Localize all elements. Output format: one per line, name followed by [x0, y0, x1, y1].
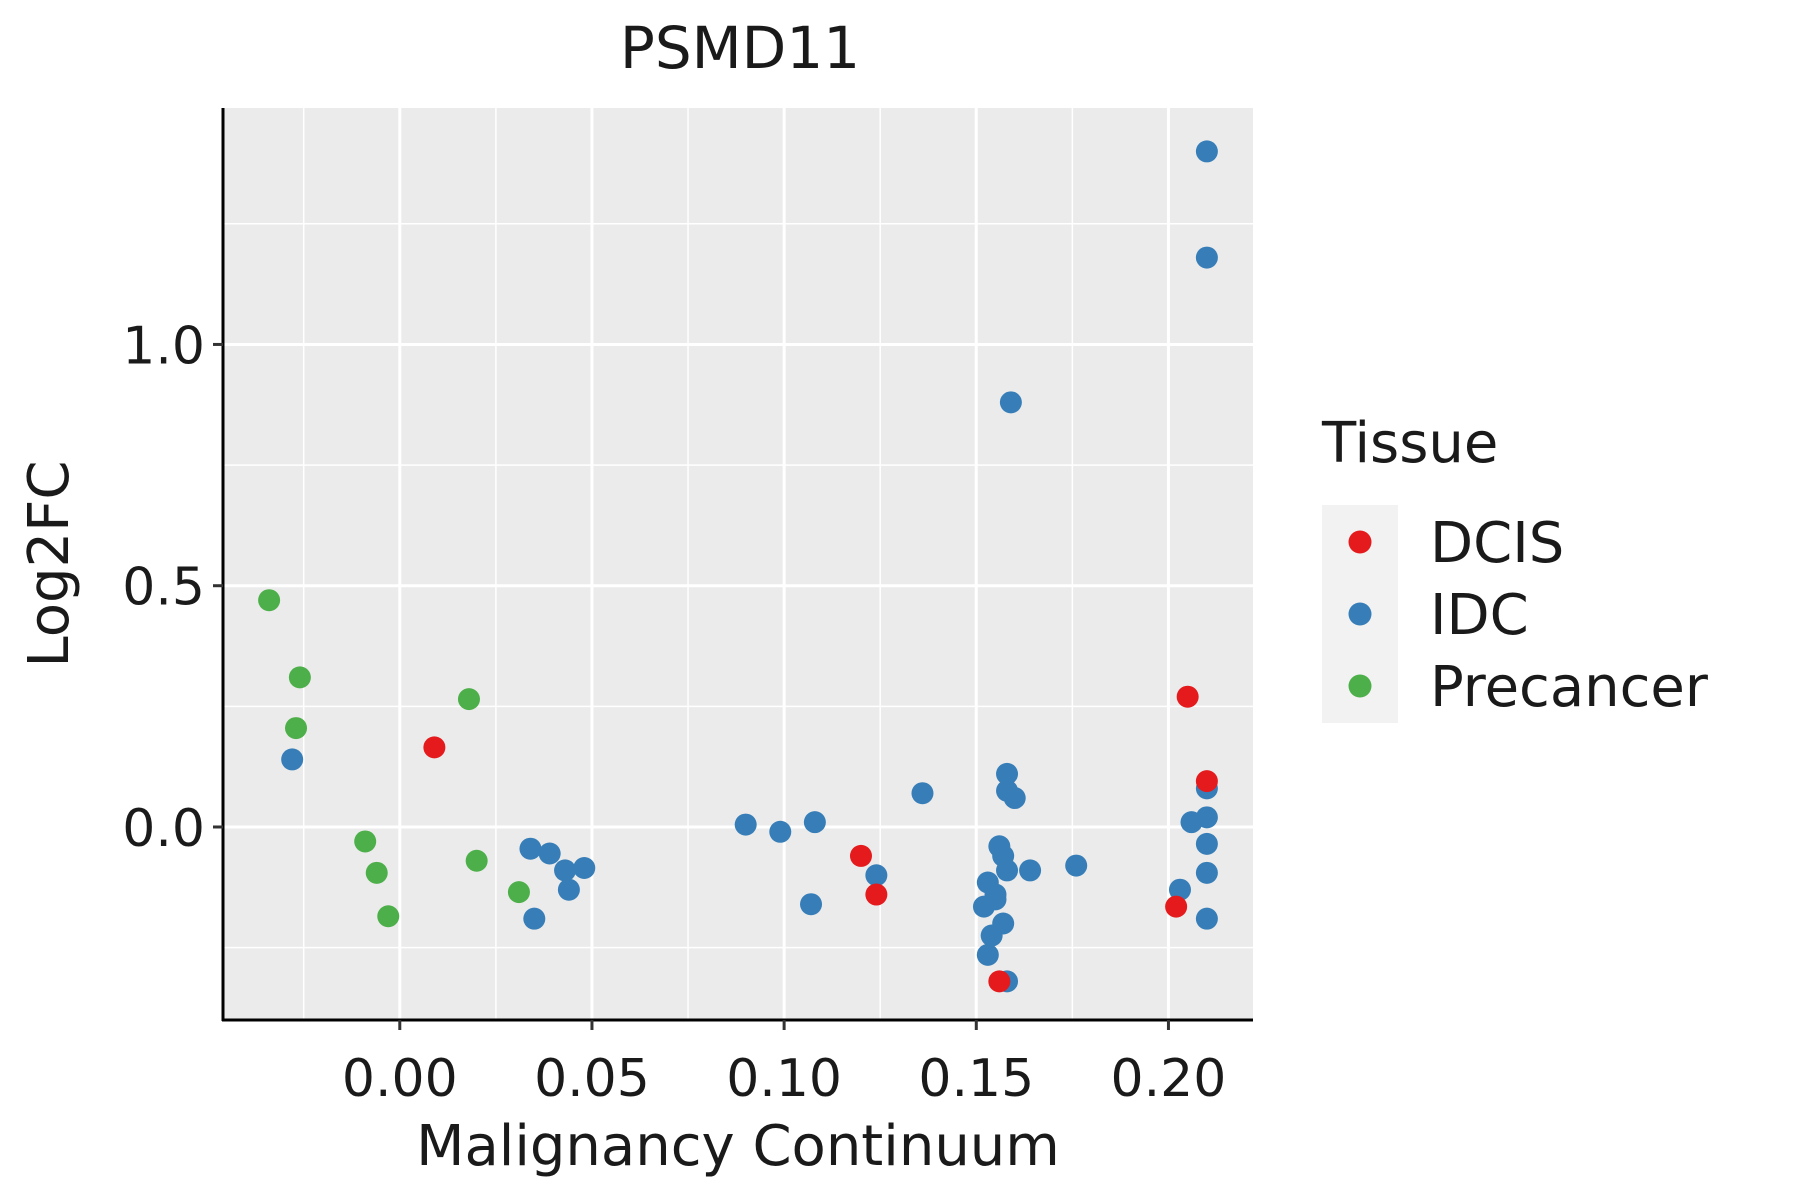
- point-idc: [1195, 832, 1218, 855]
- point-precancer: [377, 905, 400, 928]
- x-tick-label: 0.20: [1111, 1049, 1227, 1109]
- point-idc: [976, 943, 999, 966]
- point-idc: [519, 837, 542, 860]
- y-tick-label: 1.0: [122, 316, 205, 376]
- point-idc: [557, 878, 580, 901]
- point-dcis: [988, 970, 1011, 993]
- legend-label-idc: IDC: [1430, 583, 1529, 648]
- point-precancer: [457, 688, 480, 711]
- x-tick-label: 0.15: [918, 1049, 1034, 1109]
- point-idc: [1195, 907, 1218, 930]
- point-precancer: [258, 589, 281, 612]
- legend: Tissue DCIS IDC Precancer: [1321, 411, 1709, 723]
- point-precancer: [288, 666, 311, 689]
- y-tick-label: 0.5: [122, 558, 205, 618]
- x-tick-label: 0.05: [534, 1049, 650, 1109]
- legend-title: Tissue: [1321, 411, 1498, 476]
- point-idc: [1003, 787, 1026, 810]
- y-axis-label: Log2FC: [17, 461, 82, 668]
- point-idc: [803, 811, 826, 834]
- point-dcis: [849, 844, 872, 867]
- point-dcis: [865, 883, 888, 906]
- point-dcis: [1176, 685, 1199, 708]
- point-idc: [1195, 246, 1218, 269]
- point-idc: [984, 888, 1007, 911]
- point-idc: [281, 748, 304, 771]
- data-points: [258, 140, 1218, 993]
- point-idc: [1168, 878, 1191, 901]
- y-axis-ticks: 0.0 0.5 1.0: [122, 316, 223, 859]
- point-idc: [1195, 806, 1218, 829]
- legend-key-precancer: [1348, 674, 1372, 698]
- point-idc: [734, 813, 757, 836]
- point-idc: [769, 820, 792, 843]
- point-dcis: [423, 736, 446, 759]
- point-idc: [523, 907, 546, 930]
- point-precancer: [507, 881, 530, 904]
- point-idc: [911, 782, 934, 805]
- minor-gridlines: [223, 108, 1253, 1020]
- x-axis-ticks: 0.00 0.05 0.10 0.15 0.20: [342, 1020, 1226, 1109]
- point-precancer: [365, 861, 388, 884]
- legend-key-dcis: [1348, 530, 1372, 554]
- point-idc: [1195, 861, 1218, 884]
- point-idc: [996, 762, 1019, 785]
- point-idc: [573, 857, 596, 879]
- point-idc: [996, 859, 1019, 882]
- point-idc: [865, 864, 888, 887]
- legend-key-idc: [1348, 602, 1372, 626]
- point-idc: [1065, 854, 1088, 877]
- legend-label-dcis: DCIS: [1430, 511, 1564, 576]
- chart-title: PSMD11: [620, 14, 860, 82]
- point-dcis: [1165, 895, 1188, 918]
- point-dcis: [1195, 770, 1218, 793]
- point-idc: [538, 842, 561, 865]
- point-precancer: [465, 849, 488, 872]
- point-idc: [1019, 859, 1042, 882]
- x-tick-label: 0.10: [726, 1049, 842, 1109]
- point-idc: [1195, 140, 1218, 163]
- point-idc: [992, 912, 1015, 935]
- point-precancer: [354, 830, 377, 853]
- point-precancer: [285, 717, 308, 740]
- point-idc: [554, 859, 577, 882]
- legend-label-precancer: Precancer: [1430, 655, 1709, 720]
- x-tick-label: 0.00: [342, 1049, 458, 1109]
- y-tick-label: 0.0: [122, 799, 205, 859]
- point-idc: [999, 391, 1022, 414]
- x-axis-label: Malignancy Continuum: [416, 1114, 1060, 1179]
- point-idc: [800, 893, 823, 916]
